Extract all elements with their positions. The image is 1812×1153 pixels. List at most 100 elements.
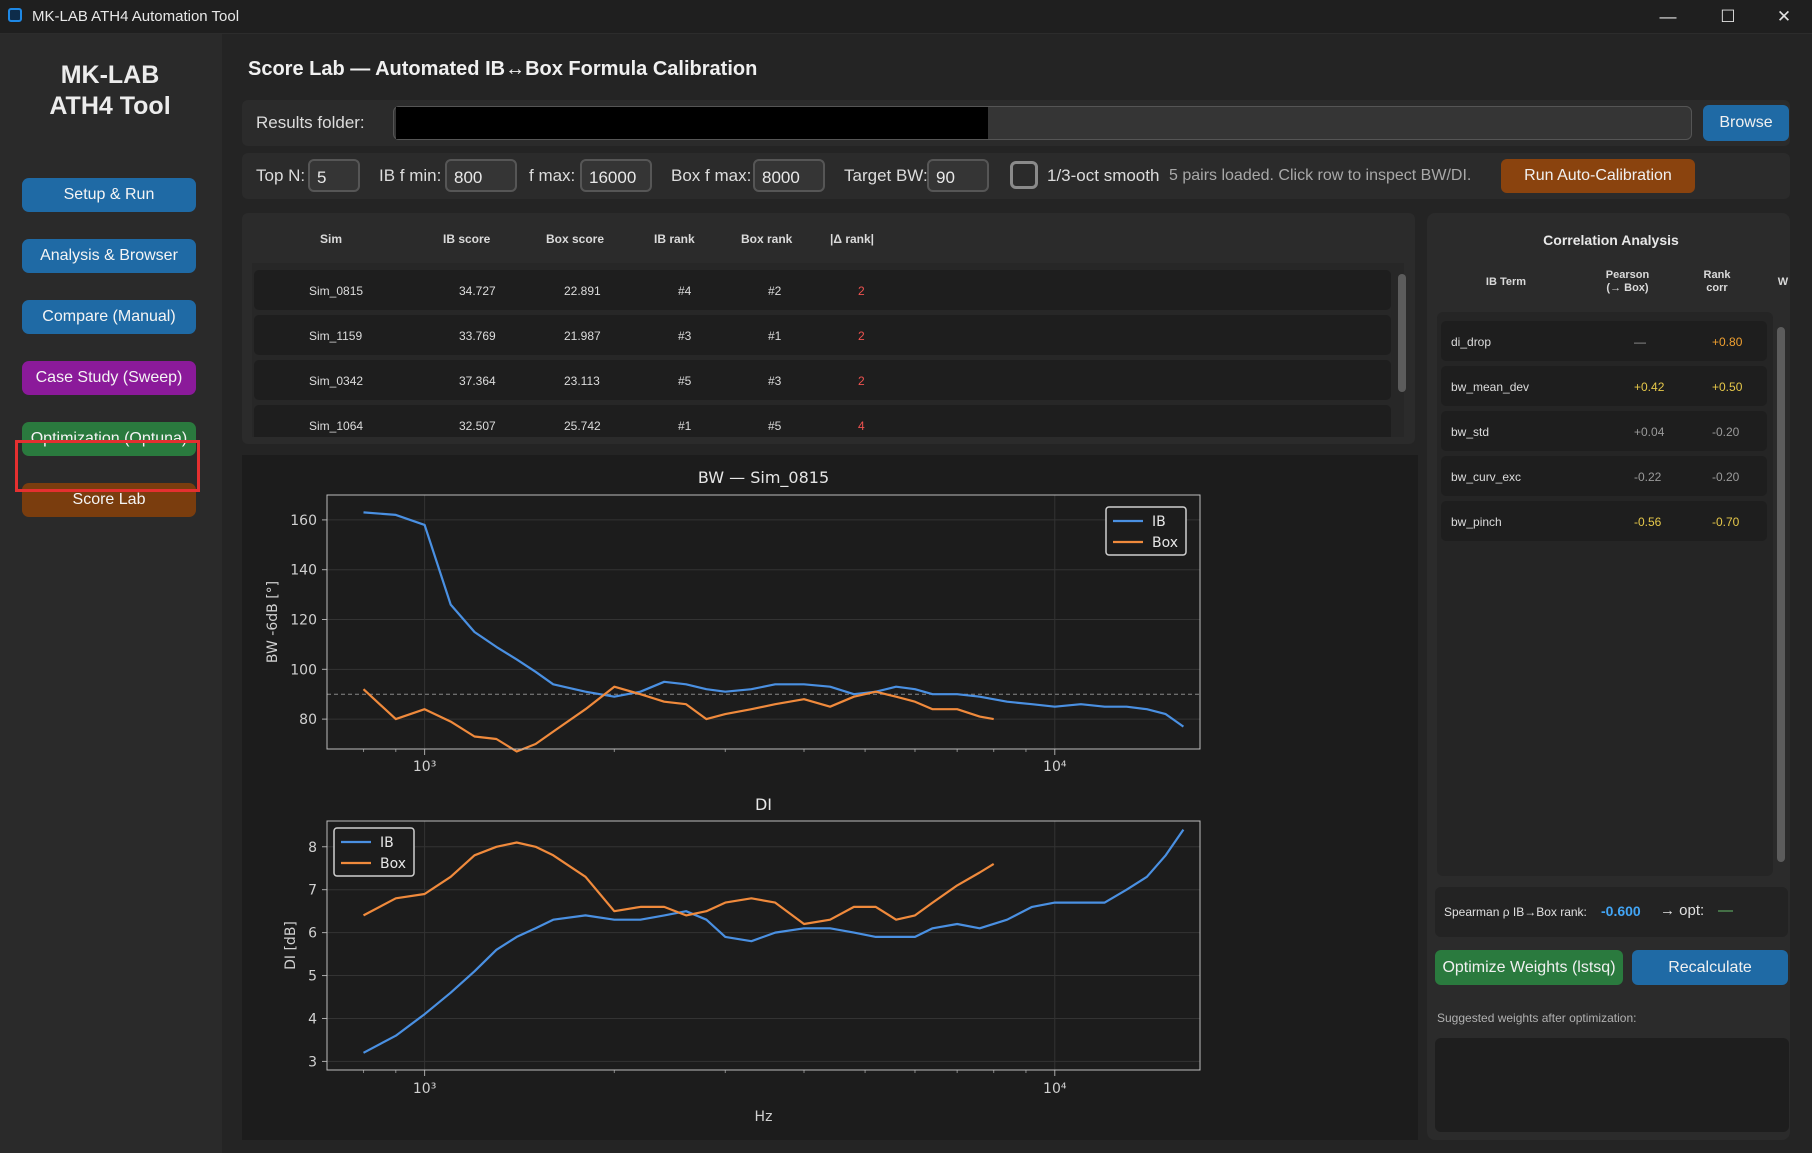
cell-ib-rank: #1 xyxy=(678,419,692,433)
col-delta-rank: |Δ rank| xyxy=(830,232,875,246)
fmax-input[interactable] xyxy=(580,159,652,192)
target-bw-input[interactable] xyxy=(927,159,989,192)
logo-line-2: ATH4 Tool xyxy=(49,92,171,120)
y-axis-label: BW -6dB [°] xyxy=(265,581,281,663)
close-button[interactable]: ✕ xyxy=(1776,7,1792,26)
corr-pearson: -0.22 xyxy=(1634,470,1662,484)
corr-row[interactable]: bw_curv_exc -0.22 -0.20 xyxy=(1441,456,1767,496)
sidebar: MK-LAB ATH4 Tool Setup & Run Analysis & … xyxy=(0,34,222,1153)
status-text: 5 pairs loaded. Click row to inspect BW/… xyxy=(1169,167,1472,184)
x-tick-label: 10⁴ xyxy=(1043,1081,1067,1097)
table-scrollbar[interactable] xyxy=(1398,274,1406,392)
cell-sim: Sim_1064 xyxy=(309,419,364,433)
cell-box-score: 22.891 xyxy=(564,284,601,298)
y-tick-label: 80 xyxy=(299,712,317,728)
cell-ib-score: 37.364 xyxy=(459,374,496,388)
cell-box-score: 25.742 xyxy=(564,419,601,433)
correlation-scrollbar[interactable] xyxy=(1777,327,1785,862)
fmax-label: f max: xyxy=(529,166,576,185)
recalculate-button[interactable]: Recalculate xyxy=(1632,950,1788,985)
y-tick-label: 3 xyxy=(308,1054,317,1070)
cell-box-rank: #1 xyxy=(768,329,782,343)
ib-fmin-label: IB f min: xyxy=(379,166,442,185)
cell-ib-rank: #4 xyxy=(678,284,692,298)
table-row[interactable]: Sim_0815 34.727 22.891 #4 #2 2 xyxy=(254,270,1391,310)
legend-label-box: Box xyxy=(1152,535,1178,551)
nav-case-study-button[interactable]: Case Study (Sweep) xyxy=(22,361,196,395)
col-ib-rank: IB rank xyxy=(654,232,695,246)
top-n-input[interactable] xyxy=(308,159,360,192)
corr-col-weight: W xyxy=(1777,276,1789,288)
corr-pearson: -0.56 xyxy=(1634,515,1662,529)
app-logo: MK-LAB ATH4 Tool xyxy=(0,60,220,122)
optimize-weights-button[interactable]: Optimize Weights (lstsq) xyxy=(1435,950,1623,985)
corr-col-rank-line2: corr xyxy=(1706,282,1728,294)
chart-title: DI xyxy=(755,795,772,814)
y-tick-label: 7 xyxy=(308,883,317,899)
corr-term: bw_pinch xyxy=(1451,515,1502,529)
y-tick-label: 8 xyxy=(308,840,317,856)
maximize-button[interactable]: ☐ xyxy=(1720,7,1736,26)
page-title: Score Lab — Automated IB↔Box Formula Cal… xyxy=(248,58,758,80)
nav-compare-manual-button[interactable]: Compare (Manual) xyxy=(22,300,196,334)
col-ib-score: IB score xyxy=(443,232,491,246)
opt-label: → opt: xyxy=(1660,902,1705,919)
series-line-ib xyxy=(363,511,1185,728)
y-tick-label: 4 xyxy=(308,1011,317,1027)
table-body: Sim_0815 34.727 22.891 #4 #2 2 Sim_1159 … xyxy=(252,263,1404,437)
suggested-weights-box xyxy=(1435,1038,1789,1132)
corr-row[interactable]: di_drop — +0.80 xyxy=(1441,321,1767,361)
logo-line-1: MK-LAB xyxy=(60,61,160,89)
browse-button[interactable]: Browse xyxy=(1703,105,1789,141)
spearman-label: Spearman ρ IB→Box rank: xyxy=(1444,905,1587,919)
nav-score-lab-button[interactable]: Score Lab xyxy=(22,483,196,517)
cell-sim: Sim_1159 xyxy=(309,329,363,343)
cell-box-rank: #2 xyxy=(768,284,782,298)
nav-analysis-browser-button[interactable]: Analysis & Browser xyxy=(22,239,196,273)
cell-box-score: 21.987 xyxy=(564,329,601,343)
results-folder-label: Results folder: xyxy=(256,113,365,132)
cell-ib-score: 32.507 xyxy=(459,419,496,433)
smooth-checkbox[interactable] xyxy=(1010,161,1038,189)
cell-delta-rank: 2 xyxy=(858,329,865,343)
col-box-score: Box score xyxy=(546,232,605,246)
y-axis-label: DI [dB] xyxy=(283,921,299,970)
correlation-list xyxy=(1437,312,1773,876)
ib-fmin-input[interactable] xyxy=(445,159,517,192)
plot-frame xyxy=(326,820,1201,1071)
cell-box-rank: #5 xyxy=(768,419,782,433)
x-tick-label: 10³ xyxy=(413,1081,436,1097)
charts-svg: BW — Sim_0815 80 100 120 140 160 10³ 10⁴ BW -6dB… xyxy=(265,468,1201,1125)
cell-sim: Sim_0342 xyxy=(309,374,364,388)
redacted-path xyxy=(396,107,988,139)
table-row[interactable]: Sim_0342 37.364 23.113 #5 #3 2 xyxy=(254,360,1391,400)
corr-col-pearson-line1: Pearson xyxy=(1605,269,1650,281)
corr-term: di_drop xyxy=(1451,335,1492,349)
chart-title: BW — Sim_0815 xyxy=(698,468,829,488)
series-line-box xyxy=(362,685,994,753)
corr-col-rank-line1: Rank xyxy=(1703,269,1731,281)
series-line-ib xyxy=(362,828,1185,1054)
corr-rank: -0.20 xyxy=(1712,425,1740,439)
corr-rank: -0.70 xyxy=(1712,515,1740,529)
correlation-title: Correlation Analysis xyxy=(1543,232,1679,248)
corr-rank: +0.50 xyxy=(1712,380,1743,394)
cell-ib-score: 34.727 xyxy=(459,284,496,298)
nav-setup-run-button[interactable]: Setup & Run xyxy=(22,178,196,212)
box-fmax-input[interactable] xyxy=(753,159,825,192)
table-row[interactable]: Sim_1064 32.507 25.742 #1 #5 4 xyxy=(254,405,1391,437)
corr-row[interactable]: bw_std +0.04 -0.20 xyxy=(1441,411,1767,451)
cell-ib-rank: #3 xyxy=(678,329,692,343)
minimize-button[interactable]: — xyxy=(1659,7,1677,26)
table-row[interactable]: Sim_1159 33.769 21.987 #3 #1 2 xyxy=(254,315,1391,355)
corr-col-rank: Rank corr xyxy=(1700,269,1734,295)
corr-col-term: IB Term xyxy=(1485,276,1527,288)
corr-pearson: — xyxy=(1634,335,1646,349)
smooth-label: 1/3-oct smooth xyxy=(1047,166,1160,185)
corr-row[interactable]: bw_pinch -0.56 -0.70 xyxy=(1441,501,1767,541)
cell-ib-rank: #5 xyxy=(678,374,692,388)
corr-row[interactable]: bw_mean_dev +0.42 +0.50 xyxy=(1441,366,1767,406)
run-auto-calibration-button[interactable]: Run Auto-Calibration xyxy=(1501,159,1695,193)
legend-label-ib: IB xyxy=(1152,514,1166,530)
y-tick-label: 5 xyxy=(308,969,317,985)
